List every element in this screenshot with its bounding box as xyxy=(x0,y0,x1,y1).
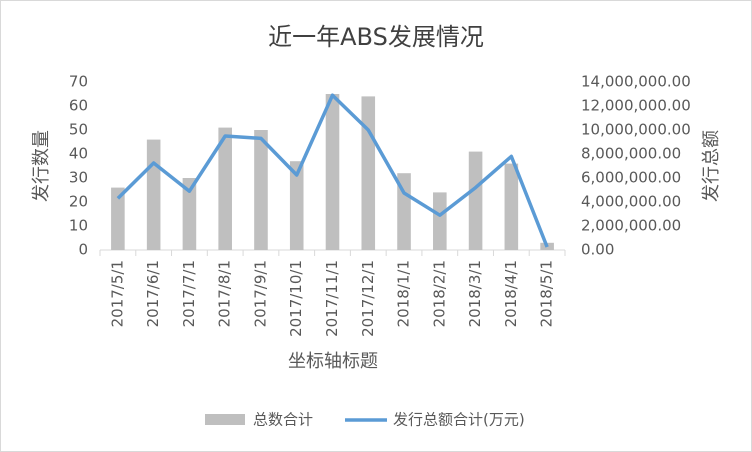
y2-tick-label: 8,000,000.00 xyxy=(581,145,681,163)
bar xyxy=(111,187,125,250)
legend-swatch xyxy=(205,414,245,425)
y-tick-label: 70 xyxy=(69,73,88,91)
y-tick-label: 40 xyxy=(69,145,88,163)
y-tick-label: 50 xyxy=(69,121,88,139)
y2-tick-label: 14,000,000.00 xyxy=(581,73,691,91)
x-tick-label: 2017/6/1 xyxy=(144,260,162,327)
x-tick-label: 2018/5/1 xyxy=(538,260,556,327)
y2-axis-title: 发行总额 xyxy=(701,130,722,202)
y2-tick-label: 10,000,000.00 xyxy=(581,121,691,139)
bar xyxy=(361,96,376,251)
y-tick-label: 30 xyxy=(69,169,88,187)
x-tick-label: 2018/2/1 xyxy=(430,260,448,327)
y2-tick-label: 2,000,000.00 xyxy=(581,217,681,235)
chart-title: 近一年ABS发展情况 xyxy=(268,23,484,51)
bar xyxy=(325,94,340,250)
x-tick-label: 2017/5/1 xyxy=(108,260,126,327)
legend-label: 总数合计 xyxy=(253,411,313,429)
y2-tick-label: 4,000,000.00 xyxy=(581,193,681,211)
bar xyxy=(182,178,197,250)
x-tick-label: 2017/10/1 xyxy=(287,260,305,337)
bar xyxy=(254,130,268,250)
x-tick-label: 2018/1/1 xyxy=(395,260,413,327)
y2-tick-label: 12,000,000.00 xyxy=(581,97,691,115)
bar xyxy=(289,161,304,250)
bar xyxy=(504,163,519,250)
y-axis-title: 发行数量 xyxy=(31,130,52,202)
x-tick-label: 2017/9/1 xyxy=(251,260,269,327)
y-tick-label: 60 xyxy=(69,97,88,115)
y-tick-label: 0 xyxy=(78,241,88,259)
y-tick-label: 10 xyxy=(69,217,88,235)
x-tick-label: 2017/11/1 xyxy=(323,260,341,337)
x-tick-label: 2018/3/1 xyxy=(466,260,484,327)
bar xyxy=(433,192,447,250)
y-tick-label: 20 xyxy=(69,193,88,211)
x-axis-title: 坐标轴标题 xyxy=(288,351,378,372)
bar xyxy=(468,151,483,250)
legend-label: 发行总额合计(万元) xyxy=(393,411,525,429)
line xyxy=(116,93,549,248)
x-tick-label: 2018/4/1 xyxy=(502,260,520,327)
y2-tick-label: 6,000,000.00 xyxy=(581,169,681,187)
bar xyxy=(397,173,411,250)
x-tick-label: 2017/12/1 xyxy=(359,260,377,337)
x-tick-label: 2017/7/1 xyxy=(180,260,198,327)
bar xyxy=(218,127,232,250)
y2-tick-label: 0.00 xyxy=(581,241,614,259)
bar xyxy=(146,139,161,250)
x-tick-label: 2017/8/1 xyxy=(216,260,234,327)
